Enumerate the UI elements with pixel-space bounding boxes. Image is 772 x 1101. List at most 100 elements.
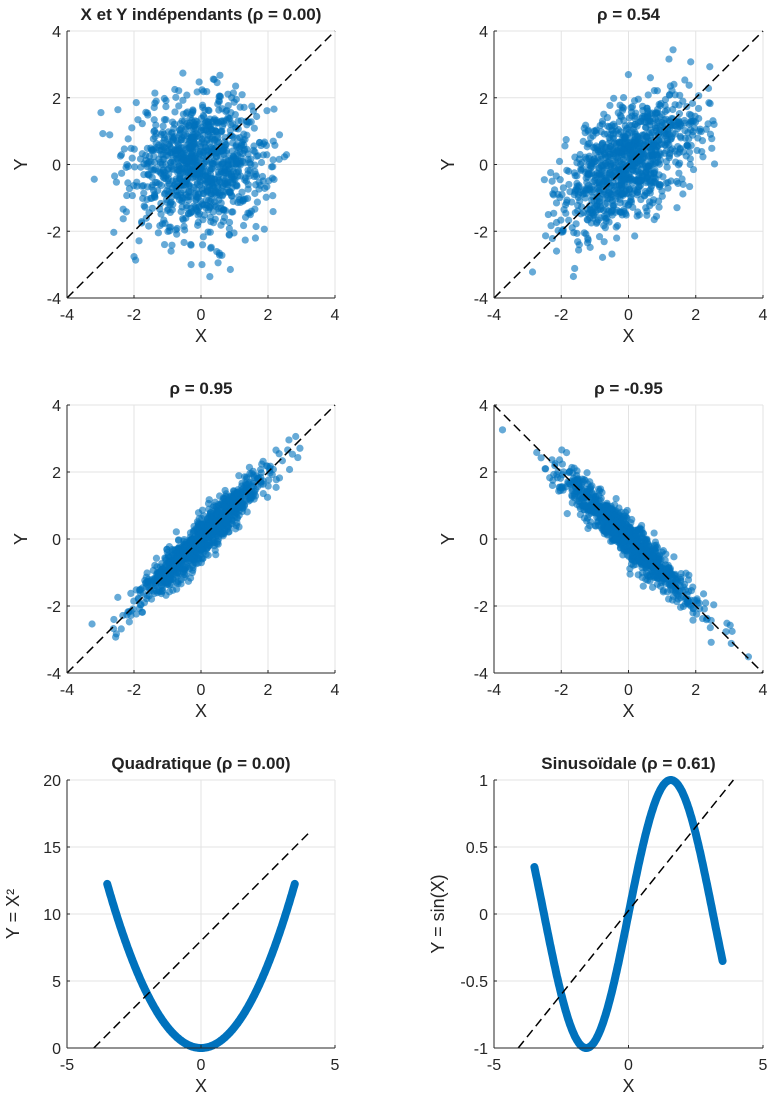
data-point <box>600 222 608 230</box>
y-tick-label: 2 <box>479 465 488 482</box>
data-point <box>194 221 202 229</box>
data-point <box>651 573 659 581</box>
data-point <box>618 190 626 198</box>
data-point <box>569 272 578 281</box>
data-point <box>184 164 192 172</box>
data-point <box>667 570 675 579</box>
y-axis-label: Y <box>438 533 458 545</box>
data-point <box>150 127 159 135</box>
data-point <box>710 160 719 168</box>
data-point <box>698 137 707 145</box>
data-layer <box>90 69 291 281</box>
data-point <box>591 144 599 152</box>
data-point <box>548 177 556 185</box>
data-point <box>216 523 224 531</box>
data-point <box>243 508 251 516</box>
data-point <box>191 143 199 151</box>
data-point <box>604 525 612 533</box>
data-point <box>706 623 714 632</box>
data-point <box>193 518 202 526</box>
data-point <box>703 614 711 623</box>
y-tick-label: -2 <box>474 599 488 616</box>
data-point <box>240 103 248 111</box>
data-point <box>675 169 683 177</box>
y-tick-label: 0 <box>479 532 488 549</box>
y-axis-label: Y <box>438 158 458 170</box>
data-point <box>252 181 260 189</box>
data-point <box>263 151 271 159</box>
data-point <box>560 468 568 476</box>
data-point <box>627 108 636 116</box>
data-point <box>188 569 196 577</box>
data-point <box>260 225 268 233</box>
data-point <box>214 184 222 192</box>
data-point <box>272 483 280 491</box>
data-point <box>172 226 180 234</box>
data-point <box>214 119 222 127</box>
data-point <box>571 264 579 273</box>
data-point <box>162 172 170 180</box>
data-point <box>250 142 258 150</box>
data-point <box>161 219 169 227</box>
data-point <box>205 106 213 115</box>
data-point <box>143 595 151 603</box>
data-point <box>688 99 697 107</box>
data-point <box>605 188 614 197</box>
data-point <box>163 198 171 207</box>
data-point <box>684 129 692 137</box>
data-point <box>125 618 133 626</box>
data-point <box>132 256 140 264</box>
data-point <box>235 472 243 480</box>
data-curve <box>530 776 727 1052</box>
data-point <box>173 585 181 593</box>
data-point <box>247 160 255 168</box>
x-tick-label: -5 <box>487 1057 501 1074</box>
data-point <box>643 189 651 197</box>
x-tick-label: 5 <box>331 1057 340 1074</box>
y-tick-label: 4 <box>52 24 61 41</box>
data-point <box>196 551 204 559</box>
data-point <box>161 563 170 571</box>
y-tick-label: 10 <box>43 907 61 924</box>
y-tick-label: 0 <box>479 907 488 924</box>
data-point <box>633 122 641 130</box>
data-point <box>550 209 558 217</box>
y-tick-label: 20 <box>43 773 61 790</box>
data-point <box>128 154 136 162</box>
data-point <box>595 183 603 191</box>
data-layer <box>528 46 719 281</box>
data-point <box>566 467 574 475</box>
data-point <box>583 469 591 477</box>
data-point <box>195 172 203 180</box>
data-point <box>646 179 654 187</box>
data-point <box>123 611 131 619</box>
y-tick-label: -4 <box>474 666 488 683</box>
data-point <box>663 163 671 171</box>
data-point <box>689 604 697 613</box>
data-point <box>584 216 592 224</box>
data-point <box>244 166 252 174</box>
data-point <box>136 155 145 163</box>
data-point <box>268 163 276 171</box>
subplot-title: ρ = 0.95 <box>170 379 233 398</box>
data-point <box>685 81 693 89</box>
data-point <box>672 576 680 585</box>
data-point <box>615 138 623 146</box>
x-tick-label: -4 <box>487 307 501 324</box>
data-point <box>621 133 629 142</box>
data-point <box>706 99 714 108</box>
data-point <box>195 78 203 86</box>
data-point <box>88 620 96 628</box>
data-point <box>225 224 233 233</box>
data-point <box>692 610 701 618</box>
data-point <box>137 163 145 171</box>
data-point <box>600 238 608 246</box>
data-point <box>269 137 277 145</box>
data-point <box>563 166 571 174</box>
y-tick-label: 0 <box>52 532 61 549</box>
data-point <box>728 627 736 635</box>
data-point <box>154 229 162 237</box>
data-point <box>695 599 703 607</box>
data-point <box>568 492 576 501</box>
data-point <box>689 583 697 591</box>
